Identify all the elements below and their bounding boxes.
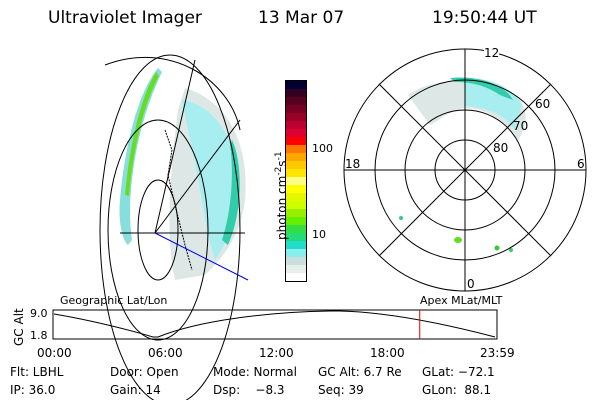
mode-status: Mode: Normal — [213, 365, 297, 379]
geographic-label: Geographic Lat/Lon — [60, 294, 168, 307]
mlt-label-0: 0 — [467, 277, 475, 291]
date-label: 13 Mar 07 — [258, 8, 345, 28]
timeline-frame — [52, 309, 498, 340]
x-tick-1200: 12:00 — [259, 346, 294, 360]
map-grid — [99, 54, 245, 400]
ring-label-60: 60 — [535, 97, 551, 111]
colorbar-swatch — [286, 97, 306, 105]
dsp-status: Dsp: −8.3 — [213, 383, 285, 397]
colorbar-swatch — [286, 89, 306, 97]
colorbar-swatch — [286, 273, 306, 281]
colorbar-swatch — [286, 105, 306, 113]
colorbar-swatch — [286, 153, 306, 161]
instrument-title: Ultraviolet Imager — [48, 8, 202, 28]
colorbar-swatch — [286, 161, 306, 169]
filter-status: Flt: LBHL — [10, 365, 64, 379]
colorbar-swatch — [286, 81, 306, 89]
gain-status: Gain: 14 — [110, 383, 161, 397]
seq-status: Seq: 39 — [318, 383, 364, 397]
colorbar-swatch — [286, 113, 306, 121]
apex-label: Apex MLat/MLT — [420, 294, 503, 307]
colorbar-swatch — [286, 209, 306, 217]
y-tick-9: 9.0 — [30, 307, 48, 320]
colorbar-swatch — [286, 241, 306, 249]
ring-label-70: 70 — [513, 119, 529, 133]
mlt-label-12: 12 — [484, 46, 500, 60]
door-status: Door: Open — [110, 365, 179, 379]
colorbar-swatch — [286, 201, 306, 209]
colorbar-swatch — [286, 145, 306, 153]
x-tick-0600: 06:00 — [148, 346, 183, 360]
ip-status: IP: 36.0 — [10, 383, 56, 397]
colorbar-tick-10: 10 — [312, 228, 326, 241]
colorbar-swatch — [286, 249, 306, 257]
mlt-label-6: 6 — [577, 157, 585, 171]
colorbar-swatch — [286, 233, 306, 241]
colorbar — [285, 80, 307, 282]
colorbar-swatch — [286, 121, 306, 129]
aurora-image-geographic — [119, 68, 246, 280]
ring-label-80: 80 — [493, 141, 509, 155]
altitude-curve — [53, 310, 496, 338]
colorbar-swatch — [286, 225, 306, 233]
colorbar-swatch — [286, 193, 306, 201]
polar-grid — [343, 48, 587, 292]
colorbar-swatch — [286, 217, 306, 225]
colorbar-swatch — [286, 137, 306, 145]
x-tick-0000: 00:00 — [37, 346, 72, 360]
colorbar-swatch — [286, 169, 306, 177]
colorbar-swatch — [286, 129, 306, 137]
time-label: 19:50:44 UT — [432, 8, 537, 28]
colorbar-swatch — [286, 265, 306, 273]
colorbar-tick-100: 100 — [312, 142, 333, 155]
colorbar-swatch — [286, 257, 306, 265]
gc-alt-status: GC Alt: 6.7 Re — [318, 365, 402, 379]
glon-status: GLon: 88.1 — [422, 383, 492, 397]
x-tick-2359: 23:59 — [480, 346, 515, 360]
x-tick-1800: 18:00 — [370, 346, 405, 360]
mlt-label-18: 18 — [345, 157, 361, 171]
colorbar-swatch — [286, 177, 306, 185]
terminator-line — [154, 232, 249, 281]
colorbar-swatch — [286, 185, 306, 193]
y-tick-1-8: 1.8 — [30, 329, 48, 342]
glat-status: GLat: −72.1 — [422, 365, 495, 379]
